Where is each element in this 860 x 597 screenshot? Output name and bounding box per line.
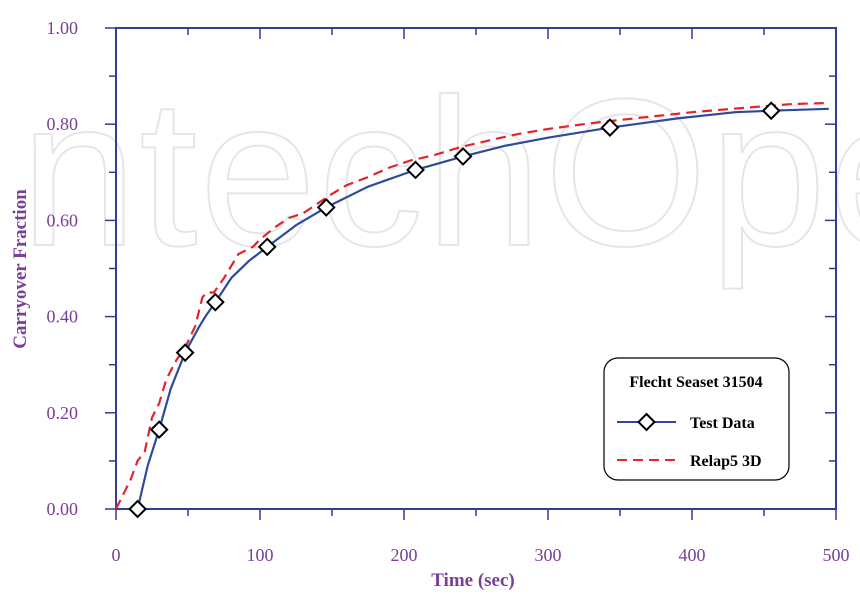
legend: Flecht Seaset 31504 Test Data Relap5 3D xyxy=(603,357,790,481)
series-line-relap5-3d xyxy=(115,101,829,510)
test-data-marker xyxy=(316,197,336,217)
test-data-marker xyxy=(205,292,225,312)
legend-title: Flecht Seaset 31504 xyxy=(629,374,762,391)
test-data-marker xyxy=(453,147,473,166)
y-tick-label: 0.60 xyxy=(47,210,79,230)
x-tick-label: 500 xyxy=(823,545,850,565)
test-data-marker xyxy=(600,118,620,137)
x-tick-label: 200 xyxy=(391,545,418,565)
watermark-logo: IntechOpen xyxy=(0,55,860,290)
series-layer xyxy=(115,101,829,510)
test-data-marker xyxy=(128,499,148,519)
y-tick-labels: 0.00 0.20 0.40 0.60 0.80 1.00 xyxy=(47,18,79,519)
legend-label-test-data: Test Data xyxy=(690,415,755,432)
test-data-marker xyxy=(761,101,781,121)
axis-ticks xyxy=(105,27,837,520)
marker-layer xyxy=(128,101,781,519)
y-tick-label: 0.20 xyxy=(47,403,79,423)
x-tick-labels: 0 100 200 300 400 500 xyxy=(112,545,850,565)
x-tick-label: 300 xyxy=(535,545,562,565)
y-tick-label: 0.80 xyxy=(47,114,79,134)
test-data-marker xyxy=(406,160,425,180)
legend-label-relap5-3d: Relap5 3D xyxy=(690,453,762,470)
y-tick-label: 0.00 xyxy=(47,499,79,519)
x-tick-label: 400 xyxy=(679,545,706,565)
test-data-marker xyxy=(175,343,195,363)
test-data-marker xyxy=(149,420,169,440)
x-tick-label: 100 xyxy=(247,545,274,565)
legend-box xyxy=(603,357,790,481)
legend-marker-diamond xyxy=(637,412,656,432)
x-axis-title: Time (sec) xyxy=(431,570,515,591)
x-tick-label: 0 xyxy=(112,545,121,565)
y-axis-title: Carryover Fraction xyxy=(10,189,31,349)
series-line-test-data xyxy=(136,107,829,510)
y-tick-label: 0.40 xyxy=(47,307,79,327)
test-data-marker xyxy=(257,237,277,257)
y-tick-label: 1.00 xyxy=(47,18,79,38)
